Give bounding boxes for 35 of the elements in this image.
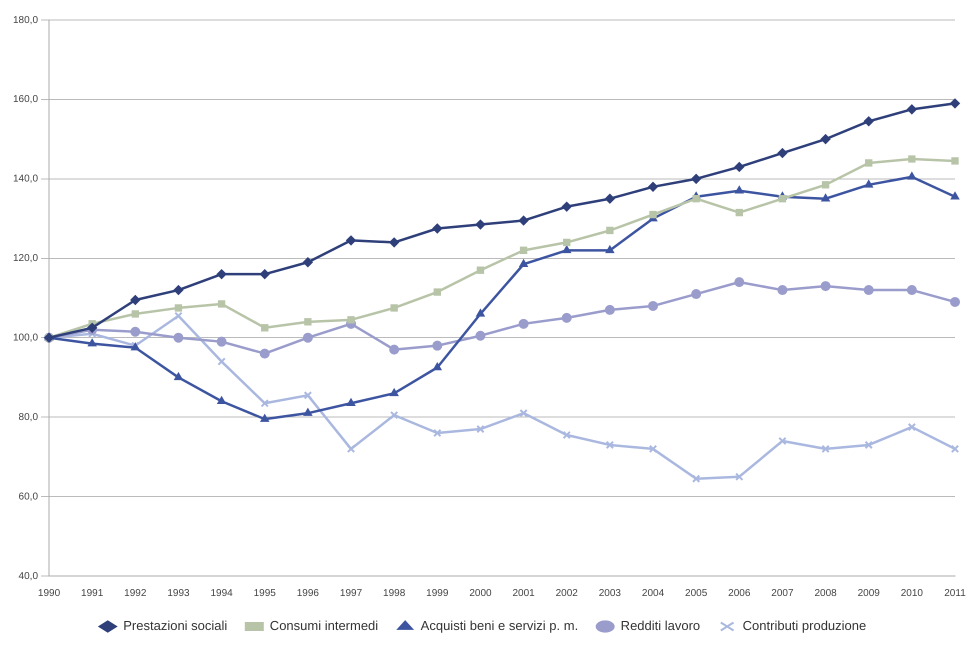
x-tick-label: 2003	[598, 588, 622, 599]
x-tick-label: 1992	[124, 588, 147, 599]
x-tick-label: 2001	[512, 588, 536, 599]
x-tick-label: 1998	[383, 588, 406, 599]
x-tick-label: 2002	[556, 588, 578, 599]
y-tick-label: 80,0	[18, 412, 38, 423]
y-tick-label: 60,0	[18, 491, 38, 502]
legend-label: Prestazioni sociali	[123, 618, 228, 634]
legend-label: Contributi produzione	[742, 618, 866, 634]
x-tick-label: 1996	[296, 588, 320, 599]
y-tick-label: 160,0	[12, 94, 38, 106]
x-tick-label: 2008	[814, 588, 838, 599]
y-tick-label: 100,0	[12, 332, 38, 344]
x-tick-label: 2005	[685, 588, 708, 599]
x-tick-label: 1997	[340, 588, 363, 599]
x-tick-label: 2009	[858, 588, 880, 599]
x-tick-label: 2011	[944, 588, 966, 599]
legend-label: Redditi lavoro	[620, 618, 700, 634]
x-tick-label: 1999	[426, 588, 449, 599]
y-tick-label: 140,0	[12, 174, 38, 185]
x-tick-label: 1990	[38, 588, 61, 599]
x-tick-label: 1991	[81, 588, 104, 599]
y-tick-label: 40,0	[18, 570, 38, 582]
legend-label: Acquisti beni e servizi p. m.	[420, 618, 578, 634]
x-tick-label: 2007	[771, 588, 794, 599]
x-tick-label: 1994	[210, 588, 234, 599]
legend-label: Consumi intermedi	[270, 618, 378, 634]
x-tick-label: 2006	[728, 588, 751, 599]
x-tick-label: 1993	[167, 588, 190, 599]
y-tick-label: 120,0	[12, 253, 38, 264]
x-tick-label: 2004	[642, 588, 665, 599]
x-tick-label: 2010	[900, 588, 924, 599]
y-tick-label: 180,0	[12, 14, 38, 26]
x-tick-label: 2000	[469, 588, 492, 599]
x-tick-label: 1995	[254, 588, 276, 599]
